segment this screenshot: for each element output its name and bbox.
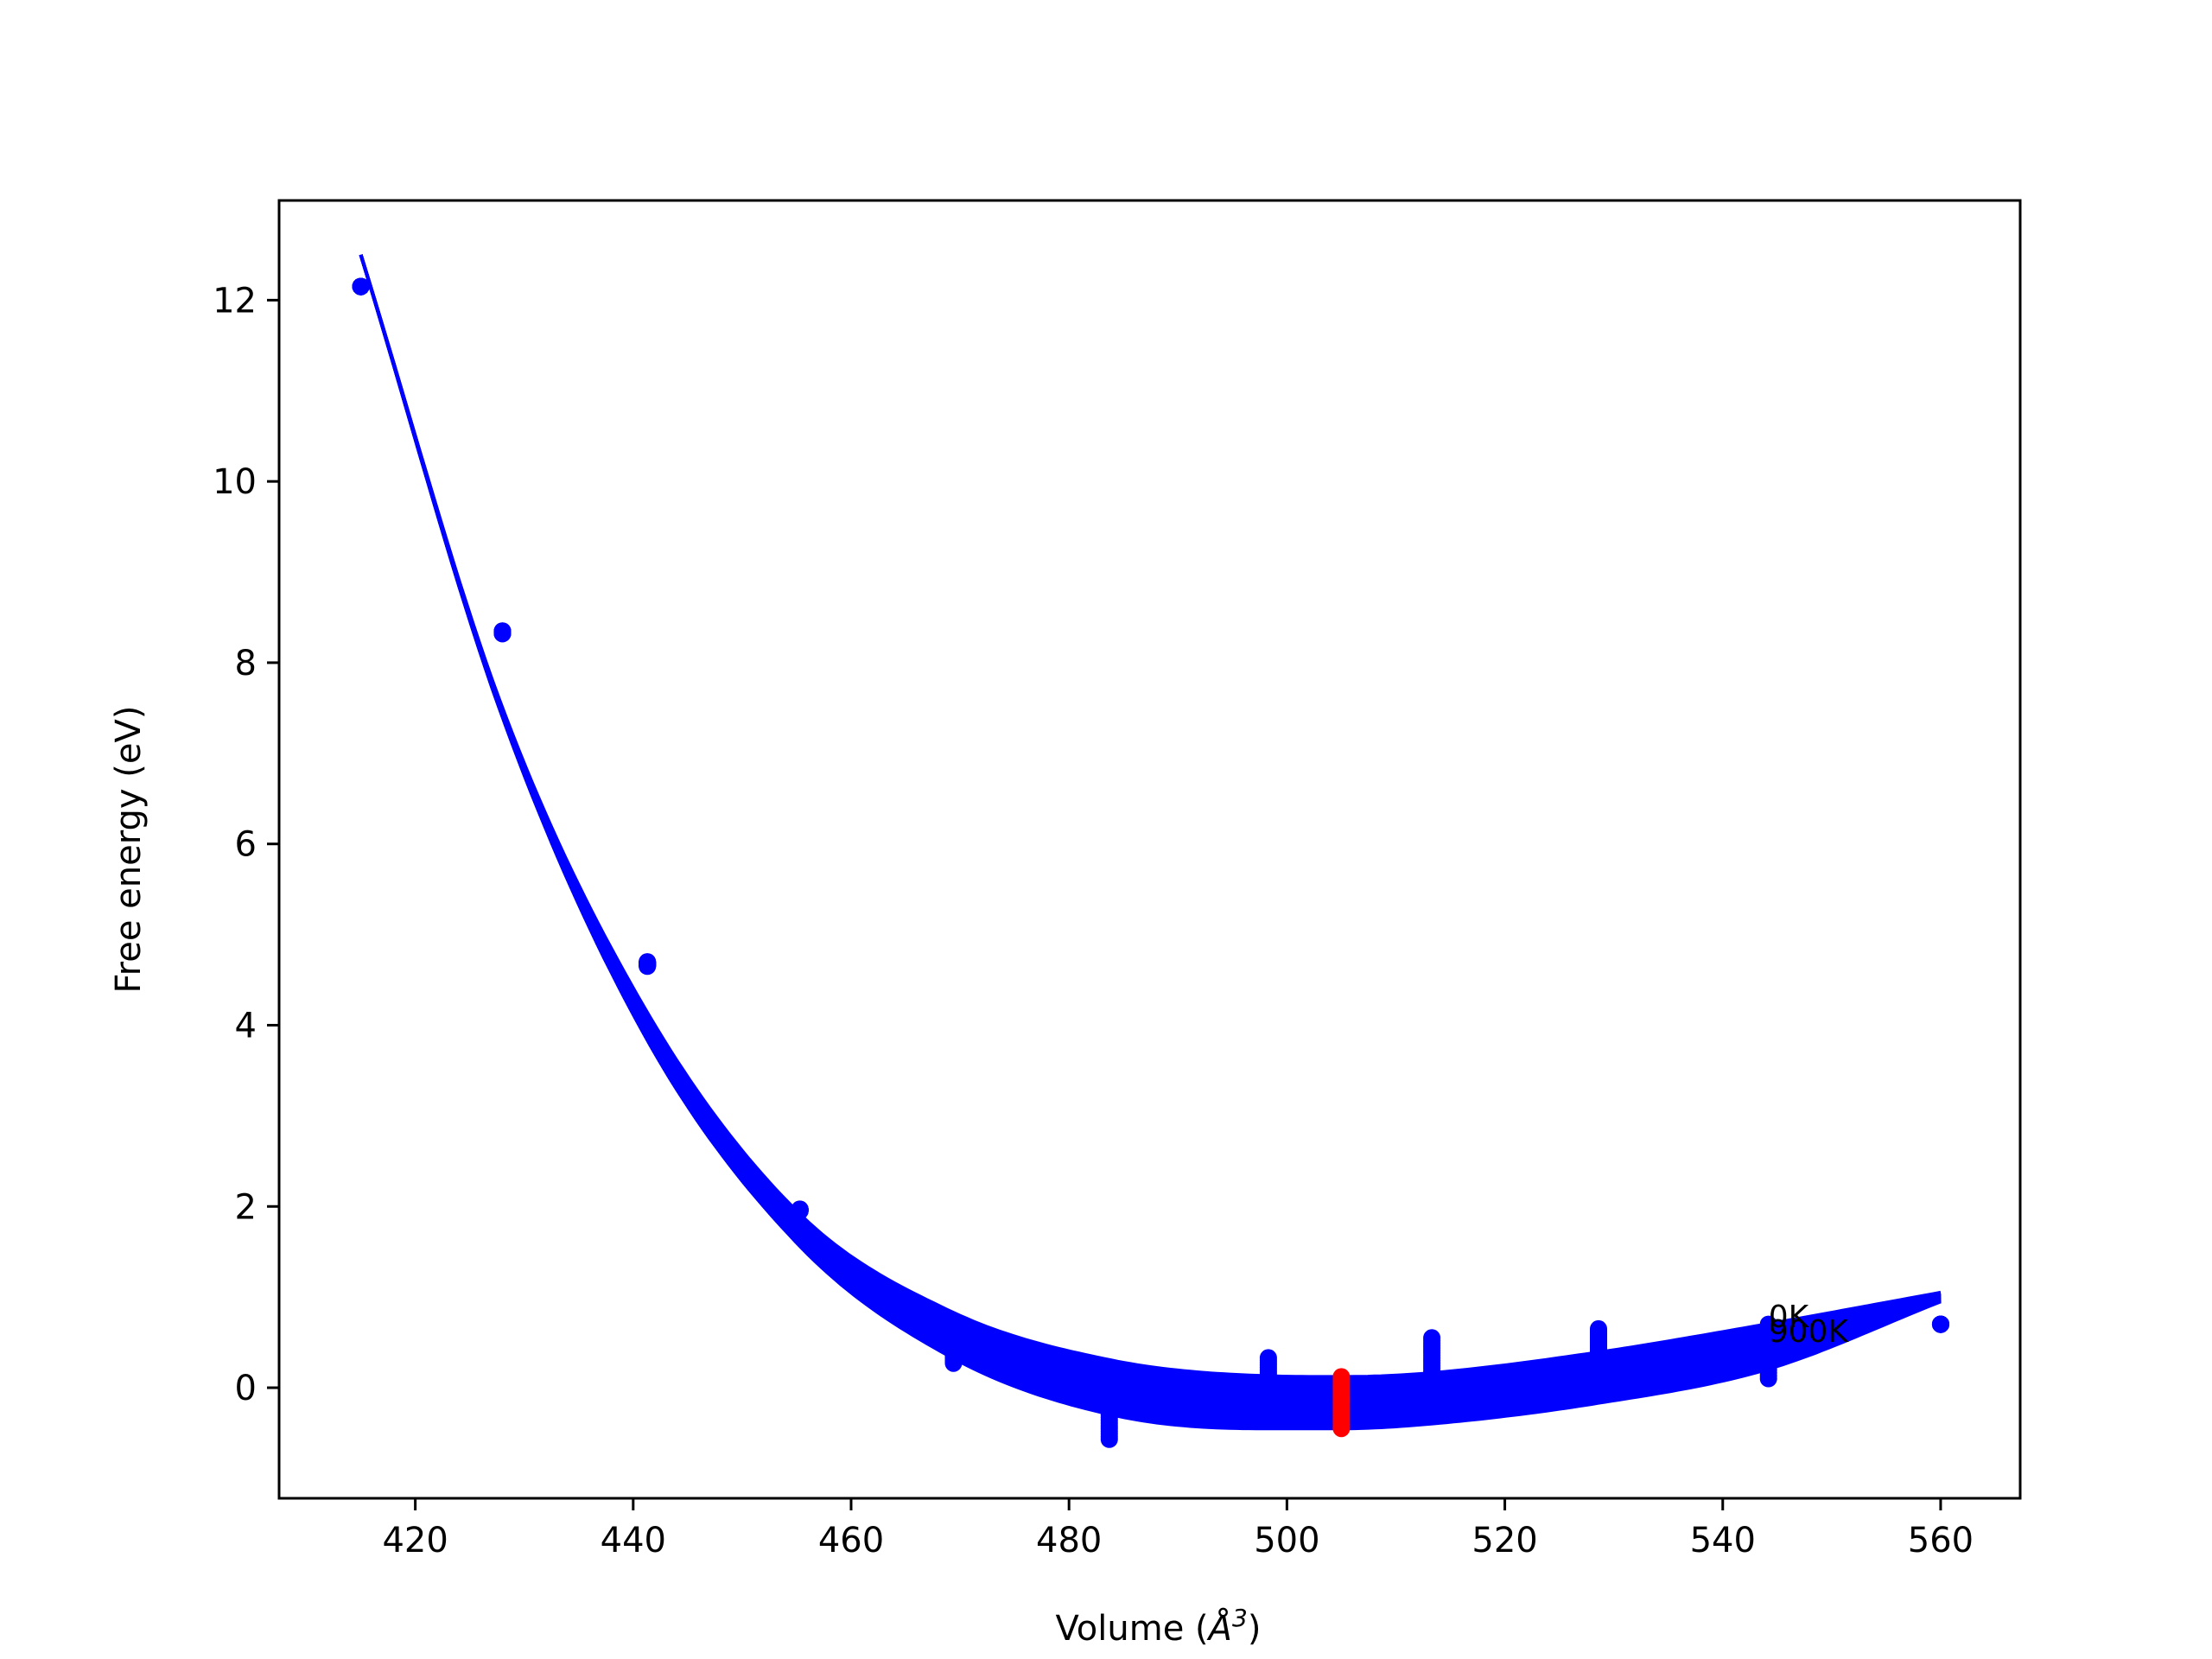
x-tick-label: 480 [1036, 1521, 1102, 1560]
fit-curve-12 [359, 254, 1942, 1414]
fit-curve-6 [359, 254, 1942, 1396]
y-tick-label: 4 [235, 1006, 257, 1046]
data-point [1759, 1370, 1777, 1388]
fit-curve-14 [359, 254, 1942, 1419]
y-axis-ticks: 0 2 4 6 8 10 12 [213, 281, 279, 1408]
temperature-annotation: 0K [1769, 1300, 1810, 1335]
fit-curve-11 [359, 254, 1942, 1410]
x-tick-label: 540 [1690, 1521, 1756, 1560]
y-tick-label: 10 [213, 462, 257, 502]
fit-curve-8 [359, 254, 1942, 1402]
data-point [352, 277, 370, 296]
y-tick-label: 0 [235, 1369, 257, 1408]
temperature-annotation: 900K [1769, 1314, 1850, 1350]
fit-curve-13 [359, 254, 1942, 1416]
x-tick-label: 560 [1908, 1521, 1974, 1560]
data-point [1932, 1315, 1949, 1333]
minimum-point [1332, 1420, 1351, 1438]
fit-curve-4 [359, 254, 1942, 1390]
x-tick-label: 500 [1254, 1521, 1319, 1560]
data-point [639, 957, 657, 976]
x-axis-label: Volume (Å3) [1056, 1604, 1262, 1649]
fit-curve-18 [359, 254, 1942, 1431]
data-point [1423, 1374, 1441, 1392]
y-tick-label: 2 [235, 1187, 257, 1227]
plot-frame [277, 199, 2022, 1500]
fit-curve-17 [359, 254, 1942, 1427]
fit-curve-15 [359, 254, 1942, 1422]
x-tick-label: 460 [818, 1521, 884, 1560]
x-tick-label: 420 [382, 1521, 448, 1560]
fit-curve-0 [359, 254, 1942, 1379]
fit-curve-5 [359, 254, 1942, 1394]
data-point [493, 625, 512, 643]
y-axis-label: Free energy (eV) [109, 706, 149, 994]
minimum-points [1332, 1368, 1351, 1438]
fit-curve-1 [359, 254, 1942, 1382]
x-tick-label: 440 [601, 1521, 666, 1560]
data-point [791, 1202, 809, 1220]
data-point [1590, 1351, 1607, 1370]
y-tick-label: 8 [235, 644, 257, 683]
x-axis-ticks: 420 440 460 480 500 520 540 560 [382, 1498, 1974, 1560]
fit-curve-3 [359, 254, 1942, 1388]
fit-curve-2 [359, 254, 1942, 1385]
data-point [1259, 1392, 1277, 1410]
data-point [1100, 1430, 1118, 1448]
y-tick-label: 12 [213, 281, 257, 321]
fit-curve-10 [359, 254, 1942, 1408]
fit-curve-16 [359, 254, 1942, 1425]
fit-curve-9 [359, 254, 1942, 1405]
fit-curves [359, 254, 1942, 1431]
fit-curve-7 [359, 254, 1942, 1399]
x-tick-label: 520 [1471, 1521, 1537, 1560]
data-points [352, 277, 1949, 1448]
y-tick-label: 6 [235, 825, 257, 865]
data-point [944, 1354, 963, 1372]
